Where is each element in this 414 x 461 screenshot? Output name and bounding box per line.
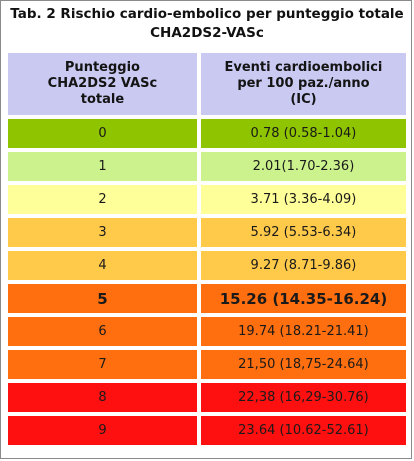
header-score-line: CHA2DS2 VASc: [47, 76, 158, 91]
table-row: 5 15.26 (14.35-16.24): [8, 284, 406, 313]
score-cell: 0: [8, 119, 197, 148]
table-row: 7 21,50 (18,75-24.64): [8, 350, 406, 379]
score-cell: 6: [8, 317, 197, 346]
events-cell: 15.26 (14.35-16.24): [200, 284, 406, 313]
events-cell: 3.71 (3.36-4.09): [200, 185, 406, 214]
events-cell: 22,38 (16,29-30.76): [200, 383, 406, 412]
events-cell: 19.74 (18.21-21.41): [200, 317, 406, 346]
events-cell: 5.92 (5.53-6.34): [200, 218, 406, 247]
score-cell: 4: [8, 251, 197, 280]
score-cell: 1: [8, 152, 197, 181]
header-events: Eventi cardioembolici per 100 paz./anno …: [200, 53, 406, 115]
score-cell: 5: [8, 284, 197, 313]
score-cell: 3: [8, 218, 197, 247]
table-row: 9 23.64 (10.62-52.61): [8, 416, 406, 445]
header-score: Punteggio CHA2DS2 VASc totale: [8, 53, 197, 115]
events-cell: 23.64 (10.62-52.61): [200, 416, 406, 445]
table-row: 8 22,38 (16,29-30.76): [8, 383, 406, 412]
score-cell: 2: [8, 185, 197, 214]
table-row: 2 3.71 (3.36-4.09): [8, 185, 406, 214]
events-cell: 2.01(1.70-2.36): [200, 152, 406, 181]
score-cell: 9: [8, 416, 197, 445]
risk-table: Punteggio CHA2DS2 VASc totale Eventi car…: [4, 49, 410, 449]
table-row: 6 19.74 (18.21-21.41): [8, 317, 406, 346]
score-cell: 7: [8, 350, 197, 379]
events-cell: 21,50 (18,75-24.64): [200, 350, 406, 379]
table-row: 4 9.27 (8.71-9.86): [8, 251, 406, 280]
header-score-line: totale: [80, 92, 125, 107]
score-cell: 8: [8, 383, 197, 412]
header-row: Punteggio CHA2DS2 VASc totale Eventi car…: [8, 53, 406, 115]
table-row: 0 0.78 (0.58-1.04): [8, 119, 406, 148]
table-title: Tab. 2 Rischio cardio-embolico per punte…: [5, 5, 409, 45]
events-cell: 0.78 (0.58-1.04): [200, 119, 406, 148]
title-line-2: CHA2DS2-VASc: [150, 25, 264, 41]
header-events-line: per 100 paz./anno: [237, 76, 370, 91]
header-score-line: Punteggio: [64, 60, 140, 75]
header-events-line: (IC): [290, 92, 317, 107]
header-events-line: Eventi cardioembolici: [224, 60, 383, 75]
title-line-1: Tab. 2 Rischio cardio-embolico per punte…: [10, 6, 404, 22]
events-cell: 9.27 (8.71-9.86): [200, 251, 406, 280]
table-row: 3 5.92 (5.53-6.34): [8, 218, 406, 247]
table-row: 1 2.01(1.70-2.36): [8, 152, 406, 181]
